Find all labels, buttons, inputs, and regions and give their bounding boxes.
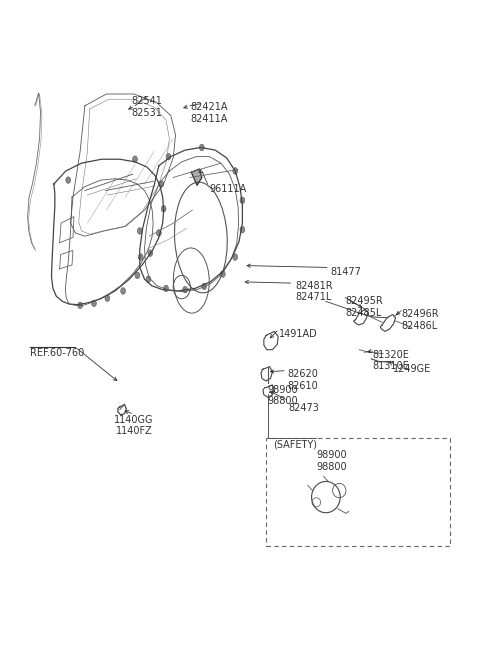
Circle shape (161, 206, 166, 212)
Circle shape (166, 153, 171, 160)
Circle shape (183, 286, 188, 293)
Text: 82496R
82486L: 82496R 82486L (401, 309, 439, 331)
Text: 98900
98800: 98900 98800 (316, 450, 347, 472)
Text: 82481R
82471L: 82481R 82471L (295, 280, 333, 302)
Circle shape (156, 230, 161, 236)
Circle shape (138, 253, 143, 260)
Circle shape (202, 283, 206, 290)
Text: 1140GG
1140FZ: 1140GG 1140FZ (114, 415, 154, 436)
Circle shape (164, 285, 168, 291)
Text: 81477: 81477 (331, 267, 361, 278)
Circle shape (137, 228, 142, 234)
Polygon shape (192, 169, 202, 185)
Circle shape (159, 181, 164, 187)
Circle shape (120, 288, 125, 294)
Text: REF.60-760: REF.60-760 (30, 348, 84, 358)
Circle shape (146, 276, 151, 282)
Circle shape (240, 227, 245, 233)
Circle shape (92, 300, 96, 307)
Text: 82473: 82473 (288, 403, 320, 413)
Circle shape (66, 177, 71, 183)
Circle shape (233, 168, 238, 174)
Text: 1249GE: 1249GE (393, 364, 431, 374)
Text: 1491AD: 1491AD (279, 329, 318, 339)
Circle shape (199, 144, 204, 151)
Circle shape (132, 156, 137, 162)
Circle shape (135, 272, 140, 278)
Circle shape (148, 250, 153, 256)
Circle shape (105, 295, 110, 301)
Text: 96111A: 96111A (209, 184, 246, 194)
Circle shape (233, 253, 238, 260)
Text: 82421A
82411A: 82421A 82411A (190, 102, 228, 124)
Text: (SAFETY): (SAFETY) (274, 440, 317, 450)
Circle shape (240, 197, 245, 204)
Text: 98900
98800: 98900 98800 (268, 385, 298, 407)
Text: 82541
82531: 82541 82531 (132, 96, 162, 117)
Text: 82620
82610: 82620 82610 (288, 369, 319, 391)
Text: 81320E
81310E: 81320E 81310E (372, 350, 409, 371)
Circle shape (220, 271, 225, 277)
Text: 82495R
82485L: 82495R 82485L (345, 296, 383, 318)
Circle shape (78, 302, 83, 309)
